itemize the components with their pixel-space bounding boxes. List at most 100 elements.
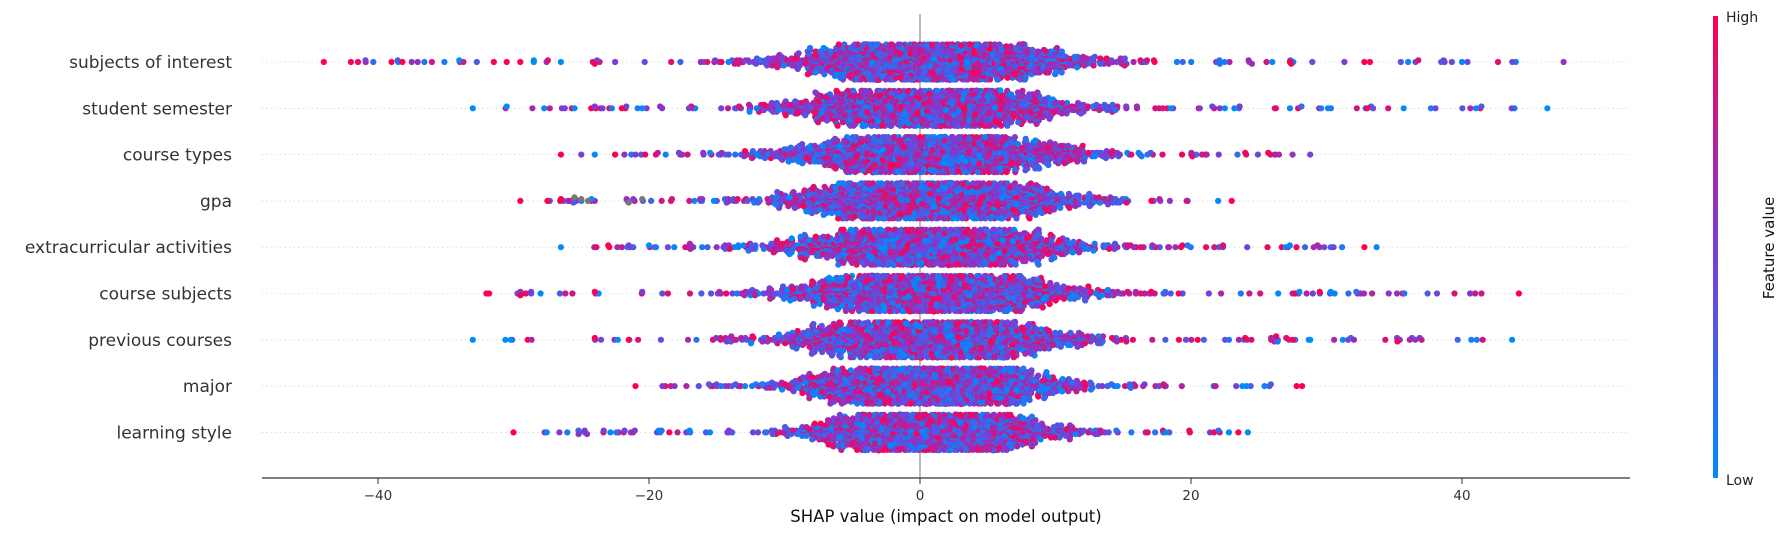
shap-dot bbox=[668, 58, 675, 66]
shap-dot bbox=[854, 117, 862, 124]
shap-dot bbox=[780, 101, 788, 108]
shap-dot bbox=[1286, 58, 1293, 66]
shap-dot bbox=[529, 105, 536, 112]
shap-dot bbox=[1188, 58, 1195, 66]
shap-dot bbox=[828, 69, 835, 76]
shap-dot bbox=[1004, 74, 1011, 81]
shap-dot bbox=[836, 96, 844, 103]
shap-dot bbox=[844, 87, 852, 94]
shap-dot bbox=[979, 44, 986, 52]
shap-dot bbox=[915, 89, 923, 96]
shap-dot bbox=[1052, 99, 1059, 107]
shap-dot bbox=[966, 110, 973, 117]
shap-dot bbox=[744, 57, 752, 64]
shap-dot bbox=[1090, 62, 1097, 69]
shap-dot bbox=[469, 105, 476, 112]
shap-dot bbox=[850, 122, 857, 129]
shap-dot bbox=[1011, 71, 1018, 78]
shap-dot bbox=[994, 52, 1001, 59]
shap-dot bbox=[986, 122, 994, 129]
shap-dot bbox=[994, 76, 1001, 83]
shap-dot bbox=[1040, 113, 1047, 121]
shap-dot bbox=[802, 112, 809, 119]
shap-dot bbox=[1309, 58, 1316, 66]
shap-dot bbox=[990, 68, 997, 75]
shap-dot bbox=[928, 69, 935, 77]
shap-dot bbox=[657, 103, 664, 110]
shap-dot bbox=[428, 58, 435, 66]
shap-dot bbox=[1045, 69, 1052, 76]
shap-dot bbox=[794, 110, 801, 117]
shap-dot bbox=[917, 134, 924, 141]
shap-dot bbox=[1041, 46, 1048, 53]
shap-dot bbox=[732, 151, 739, 158]
shap-dot bbox=[857, 76, 865, 83]
shap-dot bbox=[599, 105, 606, 112]
shap-dot bbox=[835, 41, 842, 48]
shap-dot bbox=[761, 101, 768, 108]
shap-dot bbox=[1071, 53, 1078, 60]
shap-dot bbox=[810, 99, 817, 107]
shap-dot bbox=[1272, 105, 1279, 112]
shap-dot bbox=[933, 117, 941, 124]
shap-dot bbox=[1467, 105, 1474, 112]
shap-dot bbox=[1024, 113, 1031, 121]
shap-dot bbox=[1020, 41, 1027, 48]
shap-dot bbox=[414, 58, 421, 66]
shap-dot bbox=[770, 108, 777, 115]
shap-dot bbox=[1286, 105, 1293, 112]
shap-dot bbox=[812, 69, 819, 76]
shap-dot bbox=[725, 58, 732, 66]
shap-dot bbox=[1263, 58, 1270, 66]
shap-dot bbox=[1298, 103, 1305, 110]
shap-dot bbox=[867, 92, 874, 99]
shap-dot bbox=[897, 74, 904, 81]
shap-dot bbox=[762, 57, 769, 64]
shap-dot bbox=[926, 90, 933, 97]
shap-dot bbox=[836, 113, 844, 121]
shap-dot bbox=[951, 60, 958, 67]
shap-dot bbox=[985, 110, 992, 117]
shap-dot bbox=[1478, 103, 1485, 110]
shap-dot bbox=[855, 92, 863, 100]
shap-dot bbox=[408, 58, 415, 66]
shap-dot bbox=[932, 93, 939, 100]
shap-dot bbox=[1494, 58, 1502, 66]
shap-dot bbox=[1058, 69, 1065, 76]
shap-dot bbox=[399, 58, 406, 66]
shap-dot bbox=[1361, 58, 1368, 66]
shap-dot bbox=[913, 116, 920, 123]
shap-dot bbox=[925, 103, 932, 111]
shap-dot bbox=[1096, 106, 1103, 114]
shap-dot bbox=[1024, 55, 1031, 63]
shap-dot bbox=[933, 76, 941, 83]
shap-dot bbox=[1209, 103, 1216, 110]
shap-dot bbox=[921, 120, 929, 127]
shap-dot bbox=[503, 58, 510, 66]
shap-dot bbox=[915, 95, 922, 102]
shap-dot bbox=[362, 57, 369, 64]
shap-dot bbox=[1015, 119, 1022, 126]
shap-dot bbox=[934, 50, 942, 57]
shap-dot bbox=[786, 101, 793, 108]
shap-dot bbox=[639, 105, 646, 112]
shap-dot bbox=[834, 122, 841, 129]
shap-dot bbox=[865, 70, 872, 77]
shap-dot bbox=[888, 97, 896, 104]
shap-dot bbox=[1472, 105, 1480, 112]
shap-dot bbox=[724, 105, 732, 112]
shap-dot bbox=[900, 62, 908, 70]
shap-dot bbox=[846, 107, 853, 114]
shap-dot bbox=[1121, 62, 1128, 69]
shap-dot bbox=[934, 108, 941, 116]
shap-dot bbox=[780, 62, 787, 69]
shap-dot bbox=[980, 53, 987, 61]
shap-dot bbox=[888, 90, 895, 97]
shap-dot bbox=[1105, 60, 1112, 67]
shap-dot bbox=[939, 42, 947, 50]
shap-dot bbox=[873, 111, 881, 118]
shap-dot bbox=[490, 58, 497, 66]
shap-dot bbox=[1008, 119, 1015, 126]
shap-dot bbox=[1544, 105, 1551, 112]
shap-dot bbox=[320, 58, 327, 66]
